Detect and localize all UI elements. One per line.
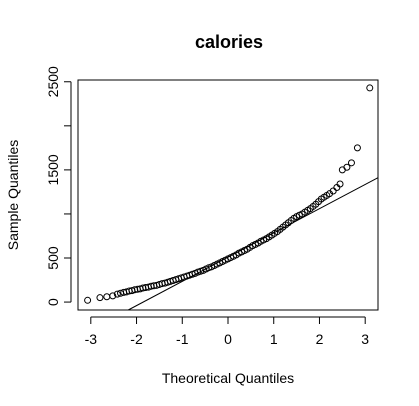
reference-line: [127, 177, 379, 311]
reference-line-group: [127, 177, 379, 311]
data-point: [84, 296, 92, 304]
y-axis: 0 500 1500 2500: [45, 66, 72, 306]
y-tick-label: 0: [45, 298, 61, 306]
data-point: [96, 294, 104, 302]
chart-title: calories: [195, 32, 263, 52]
data-point: [336, 180, 344, 188]
y-tick-label: 2500: [45, 66, 61, 97]
x-tick-label: 1: [270, 331, 278, 347]
data-point: [103, 293, 111, 301]
data-point: [109, 292, 117, 300]
x-tick-label: -2: [130, 331, 143, 347]
x-axis-label: Theoretical Quantiles: [162, 370, 294, 386]
y-tick-label: 500: [45, 246, 61, 270]
data-points: [84, 84, 374, 304]
data-point: [333, 184, 341, 192]
y-tick-label: 1500: [45, 154, 61, 185]
data-point: [347, 159, 355, 167]
x-axis: -3 -2 -1 0 1 2 3: [85, 316, 369, 347]
y-axis-label: Sample Quantiles: [5, 140, 21, 251]
data-point: [366, 84, 374, 92]
data-point: [329, 187, 337, 195]
x-tick-label: 0: [224, 331, 232, 347]
data-point: [353, 144, 361, 152]
x-tick-label: 2: [316, 331, 324, 347]
x-tick-label: 3: [361, 331, 369, 347]
data-point: [343, 163, 351, 171]
x-tick-label: -1: [176, 331, 189, 347]
data-point: [113, 290, 121, 298]
x-tick-label: -3: [85, 331, 98, 347]
plot-frame: [77, 79, 379, 311]
